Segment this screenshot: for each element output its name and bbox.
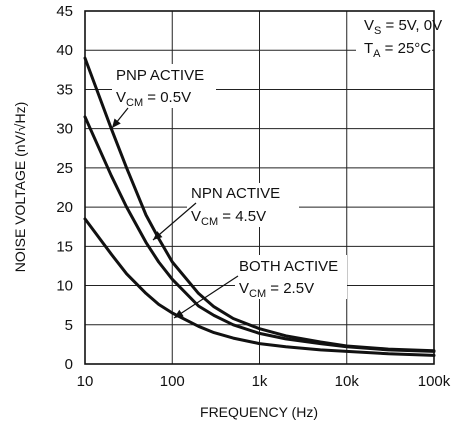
y-tick-label: 40 (56, 42, 73, 59)
both-arrowhead (174, 309, 184, 318)
npn-curve (83, 115, 436, 353)
x-tick-label: 1k (252, 373, 268, 390)
y-tick-label: 10 (56, 278, 73, 295)
both-curve (83, 217, 436, 357)
x-tick-label: 10k (335, 373, 360, 390)
y-tick-label: 0 (65, 356, 73, 373)
series-curves (83, 56, 436, 357)
both-vcm-label: VCM = 2.5V (239, 280, 314, 300)
both-label: BOTH ACTIVE (239, 258, 338, 275)
y-tick-label: 5 (65, 317, 73, 334)
y-tick-label: 25 (56, 160, 73, 177)
npn-label-box (187, 183, 299, 227)
y-tick-label: 20 (56, 199, 73, 216)
pnp-label-box (112, 64, 216, 108)
pnp-arrowhead (112, 118, 121, 128)
npn-vcm-label: VCM = 4.5V (191, 208, 266, 228)
npn-arrowhead (153, 231, 163, 240)
conditions-box (356, 13, 432, 61)
both-label-box (235, 255, 347, 299)
pnp-label: PNP ACTIVE (116, 67, 204, 84)
x-axis-label: FREQUENCY (Hz) (200, 404, 318, 420)
x-tick-label: 100k (418, 373, 451, 390)
npn-label: NPN ACTIVE (191, 185, 280, 202)
y-tick-label: 30 (56, 121, 73, 138)
y-tick-label: 15 (56, 238, 73, 255)
x-tick-label: 10 (77, 373, 94, 390)
both-leader (173, 275, 239, 319)
pnp-vcm-label: VCM = 0.5V (116, 89, 191, 109)
y-axis-label: NOISE VOLTAGE (nV/√Hz) (12, 102, 28, 273)
vs-condition: VS = 5V, 0V (364, 17, 442, 37)
y-tick-label: 35 (56, 81, 73, 98)
plot-frame (84, 10, 435, 365)
x-tick-label: 100 (160, 373, 185, 390)
ta-condition: TA = 25°C (364, 40, 431, 60)
npn-leader (152, 202, 197, 241)
tick-labels: 0 5 10 15 20 25 30 35 40 45 10 100 1k 10k 100k (56, 3, 450, 390)
y-tick-label: 45 (56, 3, 73, 20)
